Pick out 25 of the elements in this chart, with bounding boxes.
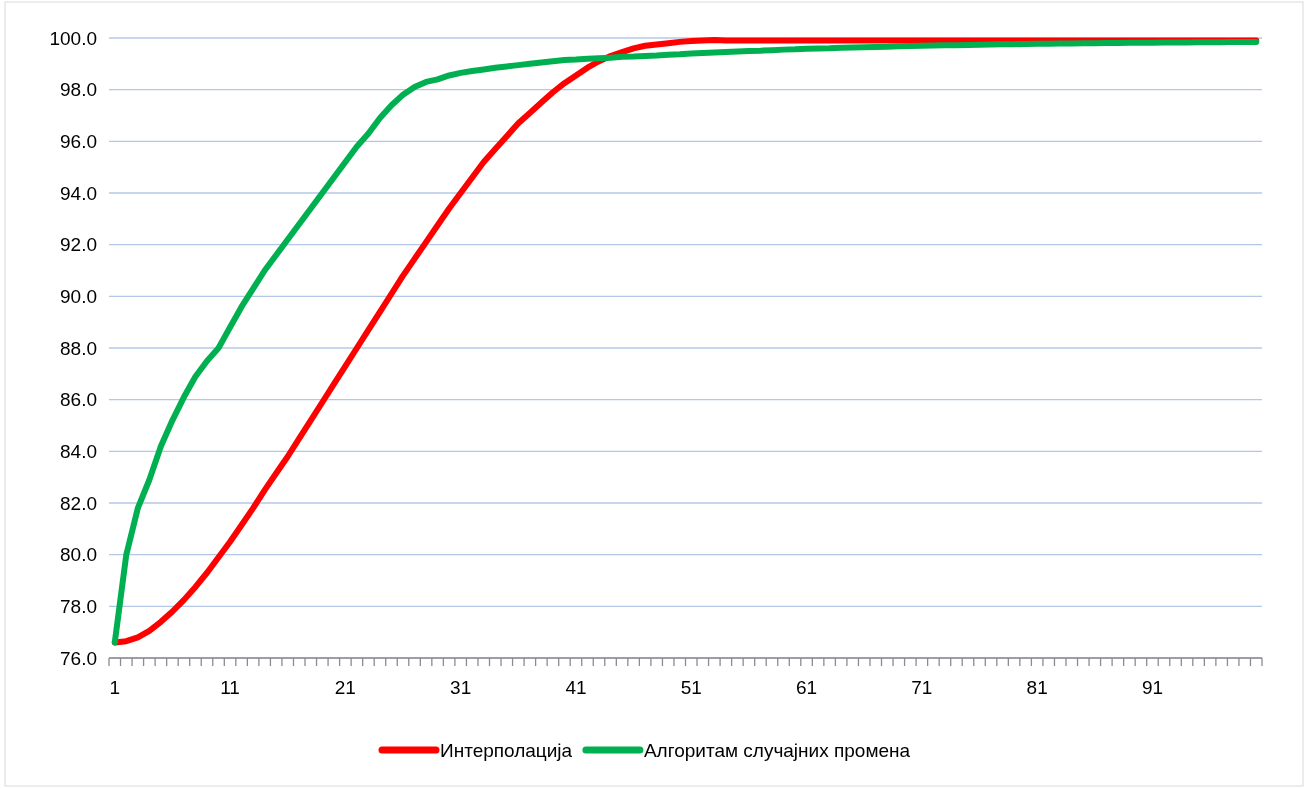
y-tick-label: 100.0	[49, 27, 97, 49]
x-tick-label: 1	[109, 677, 121, 698]
x-tick-label: 41	[565, 677, 587, 698]
x-tick-label: 21	[334, 677, 356, 698]
x-tick-label: 61	[795, 677, 818, 698]
y-tick-label: 80.0	[60, 544, 97, 566]
y-tick-label: 86.0	[60, 389, 97, 411]
x-tick-label: 91	[1141, 677, 1164, 698]
y-tick-label: 78.0	[60, 595, 97, 617]
y-tick-label: 98.0	[60, 79, 97, 101]
legend-label: Интерполација	[440, 739, 573, 761]
y-tick-label: 90.0	[60, 285, 97, 307]
y-tick-label: 88.0	[60, 337, 97, 359]
y-tick-label: 84.0	[60, 440, 97, 462]
legend-label: Алгоритам случајних промена	[643, 739, 911, 761]
y-tick-label: 82.0	[60, 492, 97, 514]
x-tick-label: 31	[450, 677, 472, 698]
x-tick-label: 81	[1026, 677, 1048, 698]
x-tick-label: 71	[911, 677, 933, 698]
y-tick-label: 92.0	[60, 234, 97, 256]
y-tick-label: 76.0	[60, 647, 97, 669]
x-tick-label: 51	[680, 677, 702, 698]
y-tick-label: 94.0	[60, 182, 97, 204]
x-tick-label: 11	[220, 677, 240, 698]
y-tick-label: 96.0	[60, 130, 97, 152]
